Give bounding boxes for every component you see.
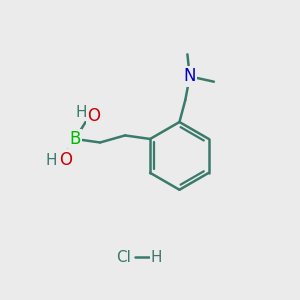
Text: O: O [87,107,100,125]
Text: H: H [75,105,87,120]
Text: H: H [151,250,162,265]
Text: B: B [69,130,81,148]
Text: Cl: Cl [116,250,131,265]
Text: O: O [59,151,72,169]
Text: N: N [184,68,196,85]
Text: H: H [46,153,57,168]
